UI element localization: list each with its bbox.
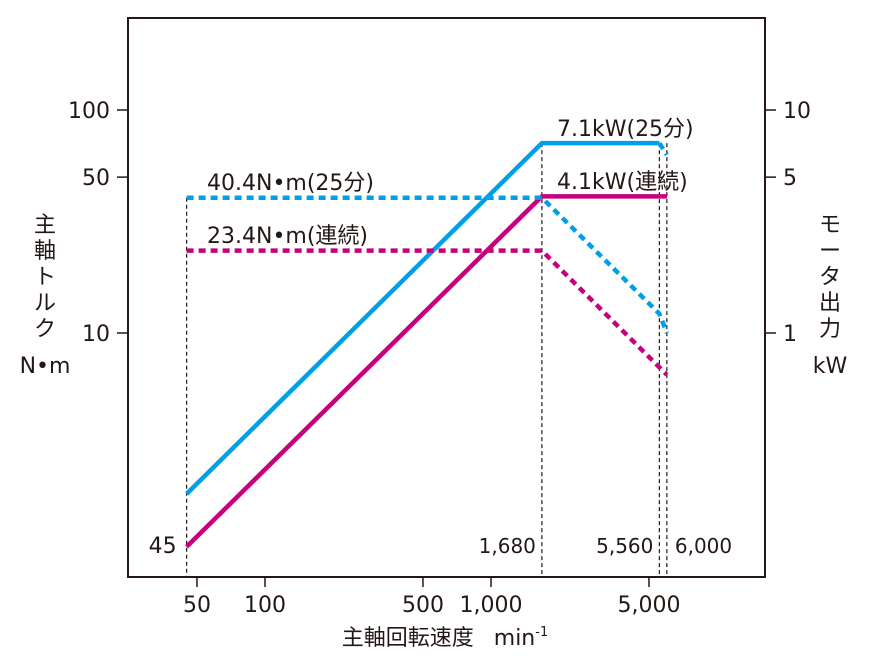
series-7.1kW(25分) — [185, 140, 660, 496]
x-axis-label: 主軸回転速度 min-1 — [342, 625, 548, 651]
series-4.1kW(連続) — [185, 194, 667, 549]
y-left-label-char: ト — [34, 265, 56, 290]
y-right-label-char: ー — [819, 239, 841, 264]
y-right-tick-label: 1 — [783, 322, 797, 347]
y-right-label-char: 力 — [819, 317, 841, 342]
annotation-magenta-torque: 23.4N•m(連続) — [207, 224, 368, 249]
y-left-tick-label: 50 — [82, 166, 110, 191]
y-left-label-char: 主 — [34, 213, 56, 238]
series-40.4N•m(25分) — [186, 195, 669, 334]
marker-label: 45 — [149, 534, 177, 559]
x-tick-label: 1,000 — [460, 593, 523, 618]
y-right-label-char: 出 — [819, 291, 841, 316]
y-right-label-char: タ — [819, 265, 841, 290]
x-tick-label: 50 — [183, 593, 211, 618]
y-right-tick-label: 5 — [783, 166, 797, 191]
x-tick-label: 100 — [244, 593, 286, 618]
marker-label: 6,000 — [675, 534, 732, 558]
y-left-label-char: ク — [34, 317, 56, 342]
y-right-tick-label: 10 — [783, 99, 811, 124]
series-23.4N•m(連続) — [186, 248, 669, 377]
series-7.1kW(25分) tail — [657, 141, 669, 156]
annotation-blue-power: 7.1kW(25分) — [557, 117, 694, 142]
y-right-unit: kW — [813, 354, 848, 379]
x-tick-label: 5,000 — [617, 593, 680, 618]
x-tick-label: 500 — [402, 593, 444, 618]
marker-label: 5,560 — [596, 534, 653, 558]
marker-label: 1,680 — [479, 534, 536, 558]
y-left-label-char: 軸 — [34, 239, 56, 264]
annotation-blue-torque: 40.4N•m(25分) — [207, 171, 374, 196]
y-left-tick-label: 100 — [68, 99, 110, 124]
y-left-unit: N•m — [20, 354, 71, 379]
y-left-tick-label: 10 — [82, 322, 110, 347]
plot-frame — [127, 17, 766, 578]
annotation-magenta-power: 4.1kW(連続) — [557, 170, 688, 195]
y-right-label-char: モ — [819, 213, 841, 238]
y-left-label-char: ル — [34, 291, 56, 316]
